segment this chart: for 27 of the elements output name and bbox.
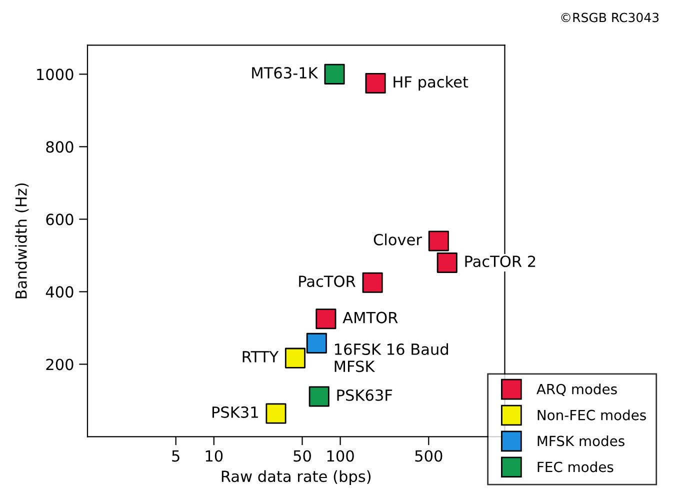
annotation: PSK63F xyxy=(337,389,392,401)
y-tick-label: 800 xyxy=(46,141,74,153)
annotation: RTTY xyxy=(242,351,279,362)
annotation: PacTOR 2 xyxy=(465,256,536,268)
annotation: PSK31 xyxy=(212,406,258,418)
y-tick-label: 200 xyxy=(46,358,74,370)
x-axis-title: Raw data rate (bps) xyxy=(222,470,371,486)
x-tick-label: 5 xyxy=(172,450,180,462)
text: ©RSGB RC3043 xyxy=(561,12,659,22)
annotation: 16FSK 16 Baud MFSK xyxy=(334,343,448,372)
annotation: HF packet xyxy=(394,76,468,91)
y-tick-label: 600 xyxy=(46,214,74,226)
x-tick-label: 50 xyxy=(294,450,311,462)
legend-label: MFSK modes xyxy=(538,436,624,446)
legend-label: ARQ modes xyxy=(536,384,617,396)
x-tick-label: 500 xyxy=(415,450,442,462)
legend-label: FEC modes xyxy=(538,461,614,472)
x-tick-label: 10 xyxy=(206,450,223,462)
annotation: AMTOR xyxy=(342,312,398,324)
y-tick-label: 400 xyxy=(46,286,74,298)
annotation: MT63-1K xyxy=(252,67,318,79)
x-tick-label: 100 xyxy=(327,450,354,462)
annotation: PacTOR xyxy=(299,276,356,288)
y-axis-title: Bandwidth (Hz) xyxy=(15,183,29,298)
y-tick-label: 1000 xyxy=(37,68,74,80)
legend-label: Non-FEC modes xyxy=(538,410,646,420)
annotation: Clover xyxy=(374,234,422,246)
